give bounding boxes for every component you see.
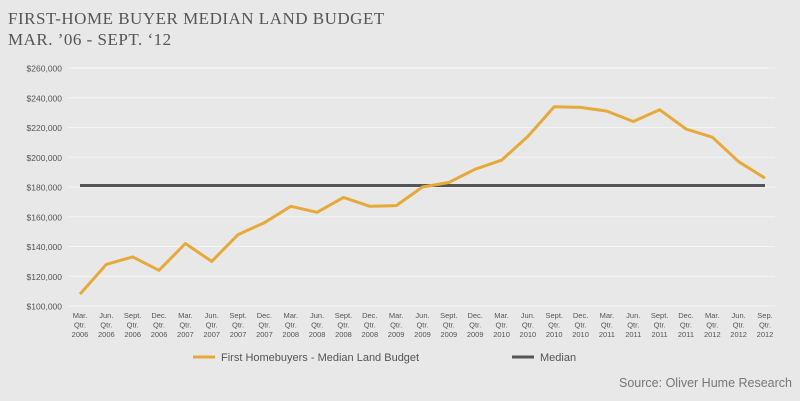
x-tick-label: Jun. Qtr. 2012 bbox=[730, 311, 747, 339]
legend-label: Median bbox=[540, 352, 576, 364]
x-tick-label: Dec. Qtr. 2007 bbox=[256, 311, 273, 339]
y-tick-label: $180,000 bbox=[27, 183, 63, 193]
y-axis: $100,000 $120,000 $140,000 $160,000 $180,000… bbox=[27, 64, 63, 312]
x-axis: Mar. Qtr. 2006 Jun. Qtr. 2006 Sept. Qtr. 2006 Dec… bbox=[72, 311, 774, 339]
x-tick-label: Sept. Qtr. 2006 bbox=[124, 311, 142, 339]
x-tick-label: Mar. Qtr. 2008 bbox=[282, 311, 299, 339]
x-tick-label: Dec. Qtr. 2011 bbox=[678, 311, 694, 339]
chart-title-line1: FIRST-HOME BUYER MEDIAN LAND BUDGET bbox=[8, 9, 385, 28]
y-tick-label: $120,000 bbox=[27, 272, 63, 282]
x-tick-label: Sept. Qtr. 2011 bbox=[651, 311, 669, 339]
x-tick-label: Mar. Qtr. 2009 bbox=[388, 311, 405, 339]
series-lines bbox=[78, 105, 766, 296]
legend-label: First Homebuyers - Median Land Budget bbox=[221, 352, 419, 364]
y-tick-label: $220,000 bbox=[27, 123, 63, 133]
chart-title: FIRST-HOME BUYER MEDIAN LAND BUDGET MAR.… bbox=[8, 8, 385, 50]
y-tick-label: $160,000 bbox=[27, 212, 63, 222]
x-tick-label: Dec. Qtr. 2008 bbox=[361, 311, 378, 339]
x-tick-label: Dec. Qtr. 2009 bbox=[467, 311, 484, 339]
x-tick-label: Dec. Qtr. 2006 bbox=[151, 311, 168, 339]
x-tick-label: Jun. Qtr. 2007 bbox=[203, 311, 220, 339]
y-tick-label: $200,000 bbox=[27, 153, 63, 163]
source-note: Source: Oliver Hume Research bbox=[619, 376, 792, 390]
legend: First Homebuyers - Median Land Budget Med… bbox=[193, 352, 576, 364]
x-tick-label: Mar. Qtr. 2012 bbox=[704, 311, 721, 339]
x-tick-label: Dec. Qtr. 2010 bbox=[572, 311, 589, 339]
y-tick-label: $260,000 bbox=[27, 64, 63, 74]
x-tick-label: Sept. Qtr. 2010 bbox=[545, 311, 563, 339]
x-tick-label: Jun. Qtr. 2011 bbox=[625, 311, 641, 339]
x-tick-label: Jun. Qtr. 2010 bbox=[520, 311, 537, 339]
chart-title-line2: MAR. ’06 - SEPT. ‘12 bbox=[8, 30, 172, 49]
y-tick-label: $100,000 bbox=[27, 302, 63, 312]
x-tick-label: Sept. Qtr. 2007 bbox=[229, 311, 247, 339]
gridlines bbox=[68, 67, 775, 307]
y-tick-label: $140,000 bbox=[27, 242, 63, 252]
x-tick-label: Mar. Qtr. 2007 bbox=[177, 311, 194, 339]
y-tick-label: $240,000 bbox=[27, 93, 63, 103]
x-tick-label: Sep. Qtr. 2012 bbox=[757, 311, 774, 339]
x-tick-label: Jun. Qtr. 2006 bbox=[98, 311, 115, 339]
x-tick-label: Sept. Qtr. 2009 bbox=[440, 311, 458, 339]
x-tick-label: Jun. Qtr. 2009 bbox=[414, 311, 431, 339]
x-tick-label: Mar. Qtr. 2011 bbox=[599, 311, 615, 339]
x-tick-label: Mar. Qtr. 2006 bbox=[72, 311, 89, 339]
series-line-first-homebuyers bbox=[78, 105, 766, 296]
x-tick-label: Sept. Qtr. 2008 bbox=[335, 311, 353, 339]
x-tick-label: Mar. Qtr. 2010 bbox=[493, 311, 510, 339]
x-tick-label: Jun. Qtr. 2008 bbox=[309, 311, 326, 339]
